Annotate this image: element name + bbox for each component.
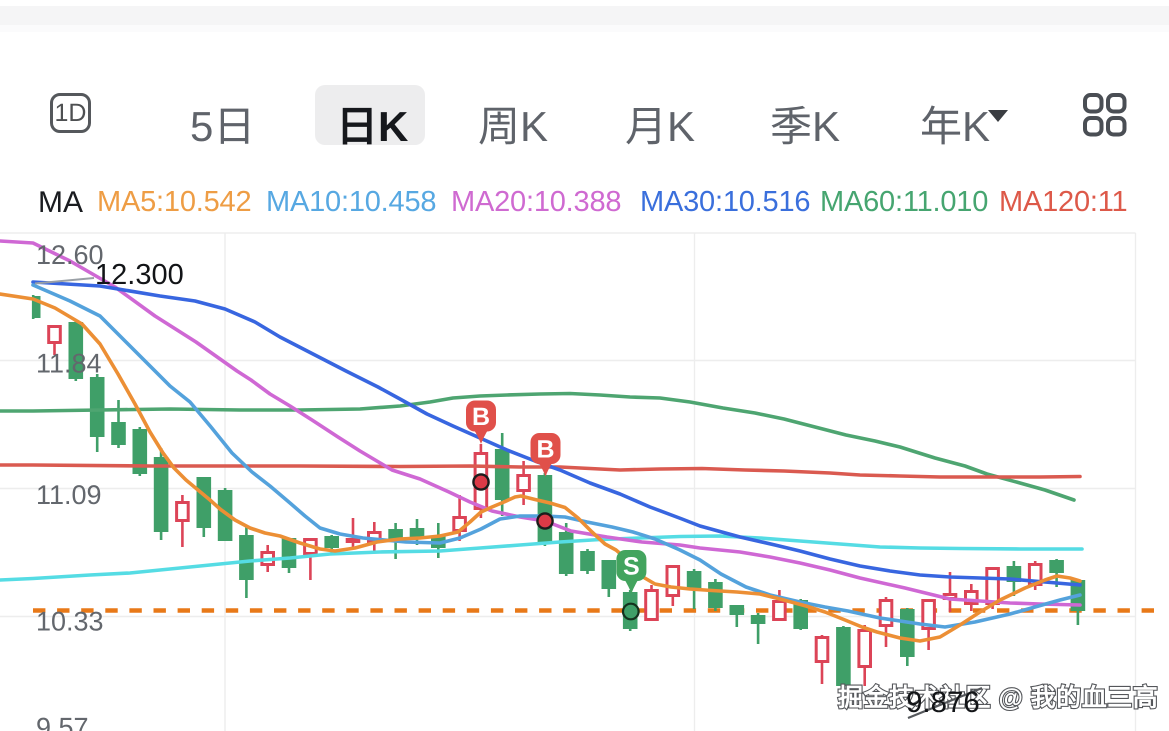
svg-text:12.60: 12.60 (36, 240, 104, 270)
svg-text:9.57: 9.57 (36, 713, 89, 731)
svg-text:掘金技术社区 @ 我的血三高: 掘金技术社区 @ 我的血三高 (838, 684, 1158, 712)
svg-text:11.84: 11.84 (36, 349, 102, 379)
svg-text:12.300: 12.300 (95, 259, 184, 291)
svg-text:10.33: 10.33 (36, 607, 104, 637)
svg-text:S: S (623, 553, 640, 581)
svg-text:9.876: 9.876 (906, 686, 980, 719)
svg-text:B: B (472, 403, 490, 431)
svg-text:11.09: 11.09 (36, 480, 102, 510)
svg-text:B: B (536, 436, 554, 464)
